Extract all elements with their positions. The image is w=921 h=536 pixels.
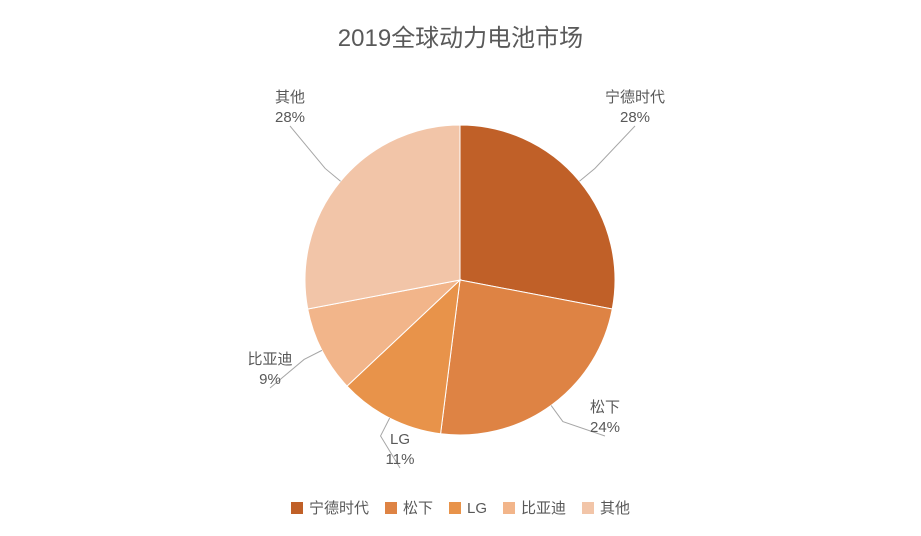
slice-label-percent: 28% xyxy=(250,108,330,128)
slice-label: 其他28% xyxy=(250,88,330,127)
legend-label: 其他 xyxy=(600,500,630,517)
pie-svg xyxy=(0,0,921,536)
legend-item: 松下 xyxy=(385,497,433,518)
slice-label: 宁德时代28% xyxy=(595,88,675,127)
slice-label-name: LG xyxy=(360,430,440,450)
pie-slice xyxy=(460,125,615,309)
slice-label-percent: 11% xyxy=(360,450,440,470)
legend-swatch xyxy=(582,502,594,514)
slice-label-percent: 24% xyxy=(565,418,645,438)
slice-label: LG11% xyxy=(360,430,440,469)
slice-label-name: 宁德时代 xyxy=(595,88,675,108)
legend-item: 宁德时代 xyxy=(291,497,369,518)
slice-label-percent: 9% xyxy=(230,370,310,390)
legend-swatch xyxy=(449,502,461,514)
legend-item: 比亚迪 xyxy=(503,497,566,518)
legend: 宁德时代 松下 LG 比亚迪 其他 xyxy=(0,497,921,518)
slice-label-percent: 28% xyxy=(595,108,675,128)
slice-label: 松下24% xyxy=(565,398,645,437)
legend-label: 宁德时代 xyxy=(309,500,369,517)
legend-swatch xyxy=(503,502,515,514)
pie-slice xyxy=(305,125,460,309)
legend-label: 松下 xyxy=(403,500,433,517)
slice-label: 比亚迪9% xyxy=(230,350,310,389)
legend-item: 其他 xyxy=(582,497,630,518)
legend-label: 比亚迪 xyxy=(521,500,566,517)
leader-line xyxy=(290,126,341,181)
legend-item: LG xyxy=(449,500,487,517)
slice-label-name: 比亚迪 xyxy=(230,350,310,370)
legend-swatch xyxy=(291,502,303,514)
legend-label: LG xyxy=(467,500,487,517)
slice-label-name: 松下 xyxy=(565,398,645,418)
leader-line xyxy=(579,126,635,181)
slice-label-name: 其他 xyxy=(250,88,330,108)
legend-swatch xyxy=(385,502,397,514)
pie-chart-container: 2019全球动力电池市场 宁德时代28%松下24%LG11%比亚迪9%其他28%… xyxy=(0,0,921,536)
